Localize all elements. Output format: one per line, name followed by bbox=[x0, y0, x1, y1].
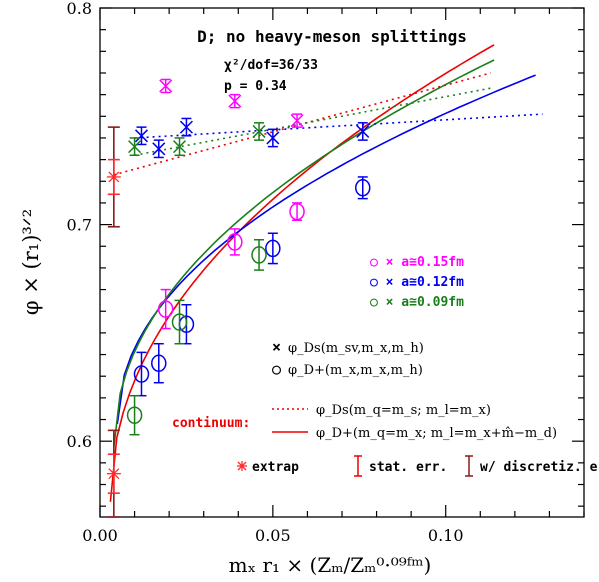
legend-a009: ○ × a≅0.09fm bbox=[370, 295, 464, 310]
fit-curve bbox=[134, 87, 491, 157]
chart-title: D; no heavy-meson splittings bbox=[197, 27, 467, 46]
extrap-marker bbox=[106, 171, 121, 183]
legend-circle-symbol: ○ bbox=[272, 360, 281, 378]
cross-point bbox=[266, 128, 280, 148]
cross-point bbox=[228, 93, 242, 109]
cross-point bbox=[152, 139, 166, 159]
axis-ticks: 0.00 0.05 0.10 0.6 0.7 0.8 bbox=[67, 0, 585, 545]
cross-point bbox=[179, 117, 193, 137]
legend-a012: ○ × a≅0.12fm bbox=[370, 275, 464, 290]
legend-stat-err-label: stat. err. bbox=[369, 460, 447, 475]
circle-point bbox=[265, 232, 281, 265]
cross-point bbox=[159, 78, 173, 94]
circle-point bbox=[289, 202, 305, 222]
legend-extrap-marker bbox=[237, 461, 247, 471]
continuum-dotted-label: φ_Ds(m_q=m_s; m_l=m_x) bbox=[316, 403, 491, 418]
x-axis-label: mₓ r₁ × (Zₘ/Zₘ⁰·⁰⁹ᶠᵐ) bbox=[229, 553, 432, 577]
y-tick-label: 0.7 bbox=[67, 216, 92, 235]
cross-point bbox=[134, 126, 149, 146]
legend-stat-err-marker bbox=[354, 455, 362, 477]
extrapolated-points bbox=[106, 126, 121, 518]
fit-curve bbox=[116, 74, 536, 425]
continuum-label: continuum: bbox=[172, 416, 250, 431]
x-tick-label: 0.05 bbox=[255, 526, 291, 545]
legend-a015: ○ × a≅0.15fm bbox=[370, 255, 464, 270]
legend-extrap-label: extrap bbox=[252, 460, 299, 475]
fit-curve bbox=[109, 44, 495, 502]
cross-point bbox=[356, 122, 370, 141]
chi2-text: χ²/dof=36/33 bbox=[224, 58, 318, 73]
x-tick-label: 0.00 bbox=[82, 526, 118, 545]
fit-curves bbox=[109, 44, 543, 502]
cross-point bbox=[252, 122, 266, 141]
y-tick-label: 0.8 bbox=[67, 0, 92, 18]
circle-point bbox=[171, 299, 188, 345]
circle-point bbox=[133, 351, 150, 397]
fit-curve bbox=[113, 72, 491, 176]
circle-point bbox=[151, 342, 167, 384]
legend-discr-err-marker bbox=[465, 455, 473, 477]
extrap-marker bbox=[106, 468, 121, 480]
continuum-solid-label: φ_D+(m_q=m_x; m_l=m_x+m̂−m_d) bbox=[316, 426, 557, 441]
legend-cross-label: φ_Ds(m_sv,m_x,m_h) bbox=[288, 341, 424, 356]
circle-point bbox=[126, 394, 143, 436]
cross-point bbox=[172, 137, 187, 157]
legend-circle-label: φ_D+(m_x,m_x,m_h) bbox=[288, 363, 423, 378]
circle-point bbox=[227, 228, 243, 256]
y-axis-label: φ × (r₁)³ᐟ² bbox=[19, 209, 43, 315]
data-points bbox=[126, 78, 371, 436]
cross-point bbox=[290, 113, 304, 128]
circle-point bbox=[251, 239, 267, 271]
circle-point bbox=[354, 176, 371, 200]
fit-curve bbox=[113, 59, 495, 448]
circle-point bbox=[157, 288, 174, 330]
legend-discr-err-label: w/ discretiz. err. bbox=[480, 460, 599, 475]
p-value-text: p = 0.34 bbox=[224, 79, 287, 94]
x-tick-label: 0.10 bbox=[428, 526, 464, 545]
legend-cross-symbol: × bbox=[272, 338, 281, 356]
y-tick-label: 0.6 bbox=[67, 432, 92, 451]
fit-curve bbox=[134, 113, 543, 139]
cross-point bbox=[128, 137, 142, 157]
